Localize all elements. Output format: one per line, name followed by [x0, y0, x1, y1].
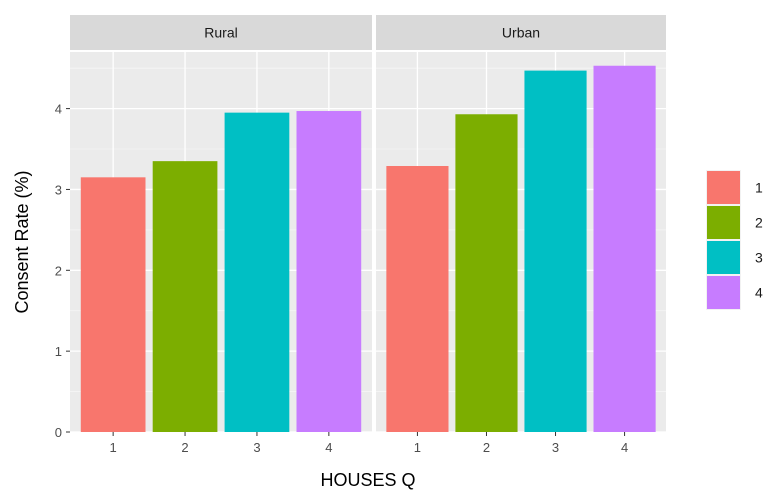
x-tick-label: 4: [325, 440, 332, 455]
y-tick-label: 2: [55, 263, 62, 278]
y-axis-title: Consent Rate (%): [12, 170, 32, 313]
x-tick-label: 3: [552, 440, 559, 455]
bar-rural-3: [224, 112, 290, 432]
legend-label: 1: [755, 180, 763, 196]
bar-urban-2: [455, 114, 518, 433]
x-tick-label: 4: [621, 440, 628, 455]
facet-label: Rural: [204, 25, 237, 41]
bar-urban-3: [524, 70, 587, 433]
legend-label: 4: [755, 285, 763, 301]
x-axis-title: HOUSES Q: [320, 470, 415, 490]
x-tick-label: 2: [483, 440, 490, 455]
y-tick-label: 1: [55, 344, 62, 359]
x-tick-label: 1: [110, 440, 117, 455]
bar-urban-1: [386, 166, 449, 432]
legend-label: 3: [755, 250, 763, 266]
bar-rural-2: [152, 161, 218, 433]
x-tick-label: 1: [414, 440, 421, 455]
legend-swatch-2: [707, 206, 740, 239]
bar-urban-4: [593, 65, 656, 432]
legend-swatch-3: [707, 241, 740, 274]
y-tick-label: 3: [55, 182, 62, 197]
x-tick-label: 2: [181, 440, 188, 455]
bar-rural-1: [80, 177, 146, 432]
bar-rural-4: [296, 111, 362, 433]
y-tick-label: 0: [55, 425, 62, 440]
x-tick-label: 3: [253, 440, 260, 455]
facet-strip-0: [70, 15, 372, 50]
y-tick-label: 4: [55, 102, 62, 117]
legend-swatch-4: [707, 276, 740, 309]
legend-swatch-1: [707, 171, 740, 204]
legend-label: 2: [755, 215, 763, 231]
facet-label: Urban: [502, 25, 540, 41]
facet-strip-1: [376, 15, 666, 50]
